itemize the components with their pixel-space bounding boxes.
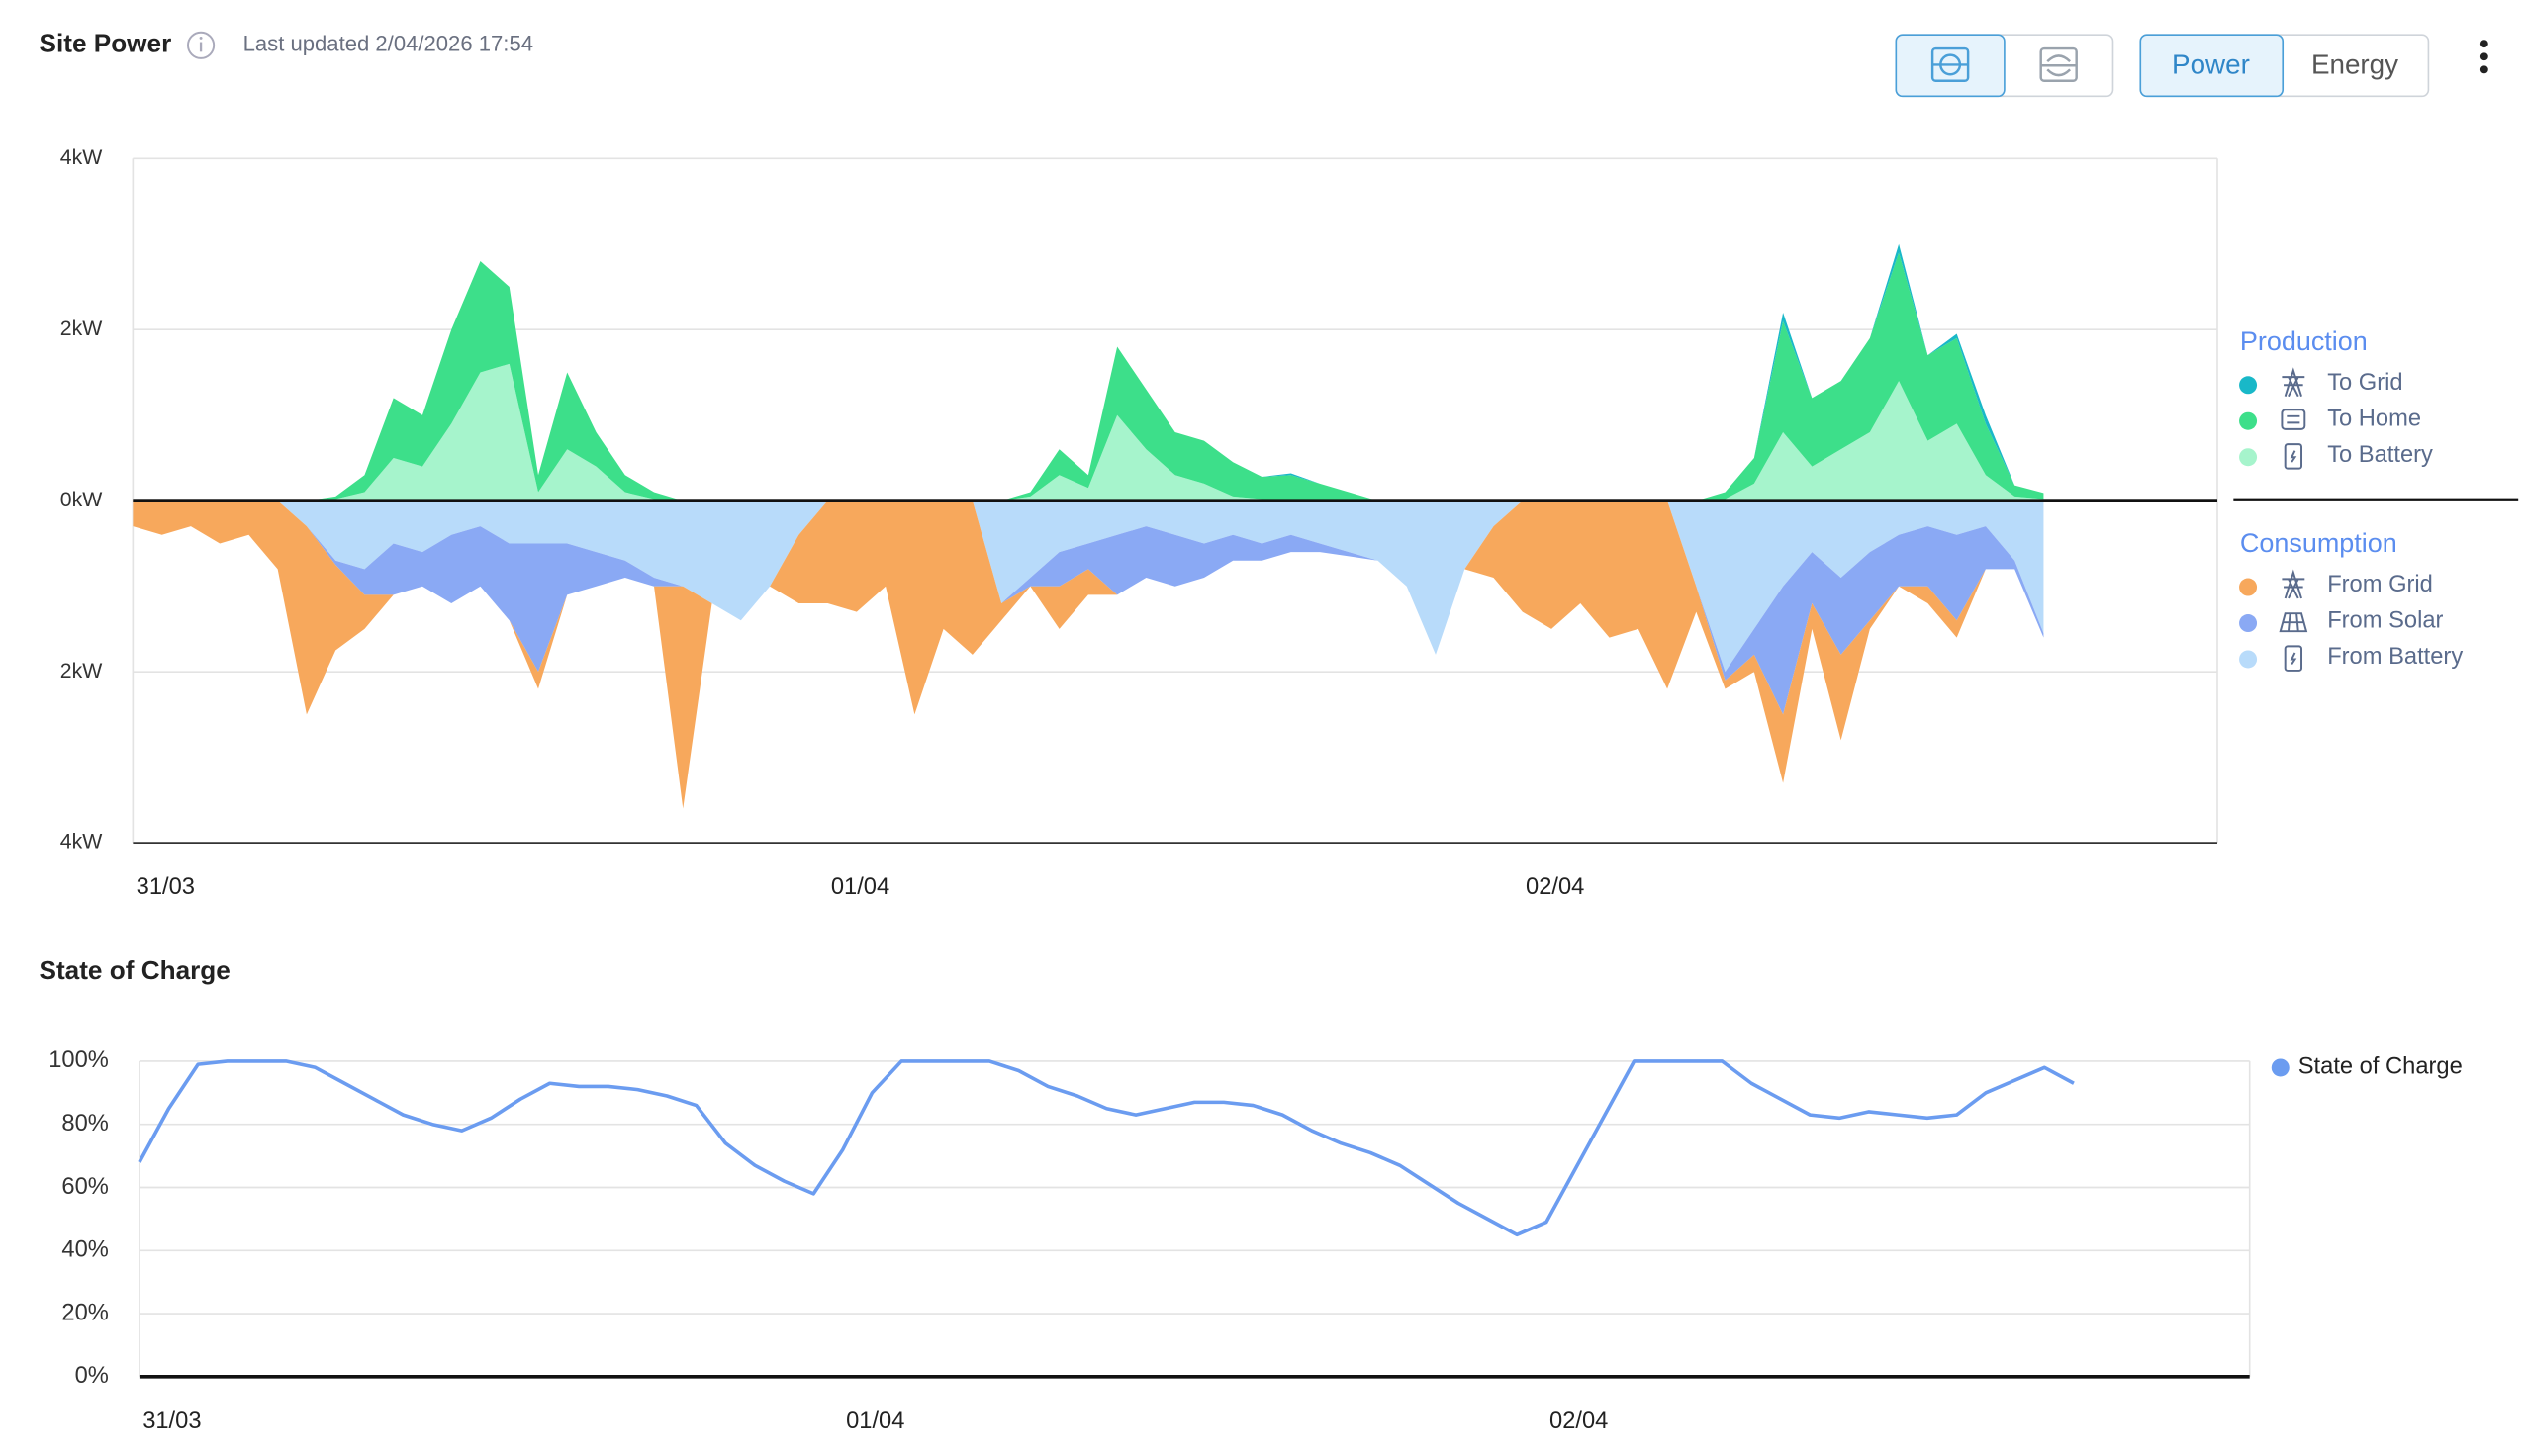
battery-icon xyxy=(2284,443,2303,470)
y-tick-label: 60% xyxy=(61,1174,108,1200)
legend-icon xyxy=(2284,443,2303,470)
legend-label: From Grid xyxy=(2327,572,2433,597)
y-tick-label: 0% xyxy=(75,1363,109,1389)
x-tick-label: 01/04 xyxy=(831,874,889,900)
legend-swatch xyxy=(2239,411,2258,430)
battery-bolt xyxy=(2290,652,2297,665)
legend-group-title: Consumption xyxy=(2240,528,2397,558)
home-icon-lines xyxy=(2287,414,2300,424)
data-layer xyxy=(133,243,2044,809)
data-layer xyxy=(138,1059,2075,1237)
panel-title: Site Power xyxy=(40,29,172,58)
legend-icon xyxy=(2279,612,2308,633)
area xyxy=(133,500,2044,809)
y-tick-label: 80% xyxy=(61,1111,108,1137)
x-tick-label: 31/03 xyxy=(137,874,195,900)
info-icon[interactable] xyxy=(187,31,216,59)
view-toggle[interactable] xyxy=(1895,34,2114,98)
legend-label: State of Charge xyxy=(2298,1054,2463,1080)
y-tick-label: 4kW xyxy=(60,830,103,854)
tower-icon xyxy=(2282,569,2305,599)
y-tick-label: 2kW xyxy=(60,659,103,682)
line xyxy=(138,1059,2075,1237)
battery-bolt xyxy=(2290,450,2297,463)
legend-swatch xyxy=(2239,650,2258,669)
legend-icon xyxy=(2281,409,2306,430)
x-tick-label: 01/04 xyxy=(846,1409,904,1434)
legend-swatch xyxy=(2239,376,2258,395)
grid xyxy=(139,1060,2250,1379)
legend-swatch xyxy=(2271,1058,2290,1077)
area xyxy=(133,500,2044,715)
solar-icon xyxy=(2279,612,2308,633)
y-tick-label: 0kW xyxy=(60,488,103,511)
power-button-label[interactable]: Power xyxy=(2172,48,2250,79)
legend-icon xyxy=(2282,367,2305,398)
energy-button-label[interactable]: Energy xyxy=(2311,48,2398,79)
x-tick-label: 31/03 xyxy=(142,1409,201,1434)
legend-label: From Battery xyxy=(2327,644,2463,670)
legend-label: To Home xyxy=(2327,406,2421,431)
legend-label: From Solar xyxy=(2327,608,2443,634)
legend-swatch xyxy=(2239,614,2258,633)
area xyxy=(133,500,2044,673)
soc-title: State of Charge xyxy=(40,956,231,985)
last-updated: Last updated 2/04/2026 17:54 xyxy=(243,32,533,56)
legend-label: To Battery xyxy=(2327,442,2433,468)
area xyxy=(133,363,2044,501)
legend-group-title: Production xyxy=(2240,326,2368,356)
legend-swatch xyxy=(2239,578,2258,596)
more-menu[interactable] xyxy=(2479,40,2488,74)
legend-icon xyxy=(2282,569,2305,599)
battery-icon xyxy=(2284,645,2303,672)
y-tick-label: 100% xyxy=(48,1047,109,1073)
x-tick-label: 02/04 xyxy=(1526,874,1584,900)
y-tick-label: 20% xyxy=(61,1300,108,1325)
tower-icon xyxy=(2282,367,2305,398)
legend-icon xyxy=(2284,645,2303,672)
y-tick-label: 4kW xyxy=(60,145,103,169)
area xyxy=(133,252,2044,501)
mode-toggle: Power Energy xyxy=(2139,34,2430,98)
legend-label: To Grid xyxy=(2327,370,2402,396)
y-tick-label: 2kW xyxy=(60,317,103,340)
legend-swatch xyxy=(2239,448,2258,467)
power-button[interactable] xyxy=(2139,34,2285,98)
x-tick-label: 02/04 xyxy=(1549,1409,1608,1434)
home-icon xyxy=(2281,409,2306,430)
y-tick-label: 40% xyxy=(61,1237,108,1263)
